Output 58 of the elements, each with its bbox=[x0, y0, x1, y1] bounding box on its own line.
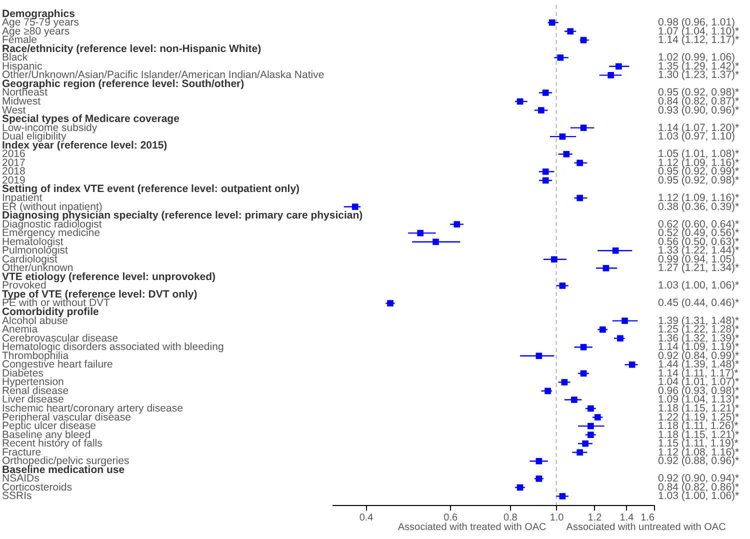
y-tick-label: SSRIs bbox=[2, 490, 32, 502]
x-tick-label: 1.6 bbox=[640, 512, 655, 524]
point bbox=[559, 493, 566, 500]
point bbox=[580, 36, 587, 44]
data-label: 1.03 (1.00, 1.06)* bbox=[658, 490, 740, 502]
y-tick-label: Race/ethnicity (reference level: non-Hispanic White) bbox=[2, 42, 262, 55]
x-tick-label: 1.4 bbox=[620, 512, 634, 524]
point bbox=[544, 388, 551, 394]
data-label: 1.03 (0.97, 1.10) bbox=[658, 130, 736, 143]
point bbox=[548, 19, 556, 26]
data-label: 1.27 (1.21, 1.34)* bbox=[658, 262, 740, 274]
y-tick-label: Diagnosing physician specialty (reference level: primary care physician) bbox=[2, 210, 363, 222]
point bbox=[580, 124, 587, 131]
point bbox=[567, 28, 574, 34]
point bbox=[536, 458, 542, 464]
point bbox=[582, 440, 589, 447]
point bbox=[557, 54, 564, 61]
data-label: 1.14 (1.12, 1.17)* bbox=[658, 34, 740, 46]
text: Associated with treated with OAC bbox=[398, 522, 546, 533]
y-tick-label: Demographics bbox=[2, 8, 76, 20]
x-tick-label: 0.6 bbox=[444, 512, 458, 524]
y-tick-label: Comorbidity profile bbox=[2, 306, 99, 318]
data-label: 1.03 (1.00, 1.06)* bbox=[658, 280, 740, 292]
point bbox=[559, 282, 566, 289]
x-tick-label: 0.8 bbox=[503, 512, 518, 524]
data-label: 0.45 (0.44, 0.46)* bbox=[658, 297, 740, 310]
data-label: 0.92 (0.88, 0.96)* bbox=[658, 455, 740, 468]
y-tick-label: Midwest bbox=[2, 95, 41, 108]
point bbox=[536, 352, 542, 360]
point bbox=[576, 160, 584, 166]
point bbox=[561, 379, 568, 386]
point bbox=[563, 150, 570, 158]
point bbox=[536, 476, 542, 482]
x-tick-label: 1.2 bbox=[588, 512, 602, 524]
x-tick-label: 0.4 bbox=[359, 512, 374, 524]
point bbox=[538, 107, 544, 114]
x-tick-label: 1.0 bbox=[550, 512, 564, 524]
data-label: 1.30 (1.23, 1.37)* bbox=[658, 69, 740, 82]
point bbox=[542, 177, 549, 184]
point bbox=[588, 405, 594, 412]
point bbox=[580, 344, 587, 350]
y-tick-label: Hypertension bbox=[2, 376, 64, 388]
point bbox=[542, 168, 549, 175]
point bbox=[588, 432, 594, 438]
point bbox=[588, 422, 594, 430]
y-tick-label: 2017 bbox=[2, 156, 26, 169]
text: Associated with untreated with OAC bbox=[566, 522, 726, 533]
point bbox=[551, 256, 558, 263]
point bbox=[576, 449, 584, 456]
y-tick-label: Geographic region (reference level: South/other) bbox=[2, 78, 244, 90]
point bbox=[576, 194, 584, 202]
point bbox=[542, 90, 549, 96]
point bbox=[559, 133, 566, 140]
point bbox=[571, 396, 578, 403]
point bbox=[580, 370, 587, 377]
data-label: 0.95 (0.92, 0.98)* bbox=[658, 174, 740, 186]
y-tick-label: Orthopedic/pelvic surgeries bbox=[2, 455, 130, 468]
y-tick-label: Hispanic bbox=[2, 60, 42, 72]
